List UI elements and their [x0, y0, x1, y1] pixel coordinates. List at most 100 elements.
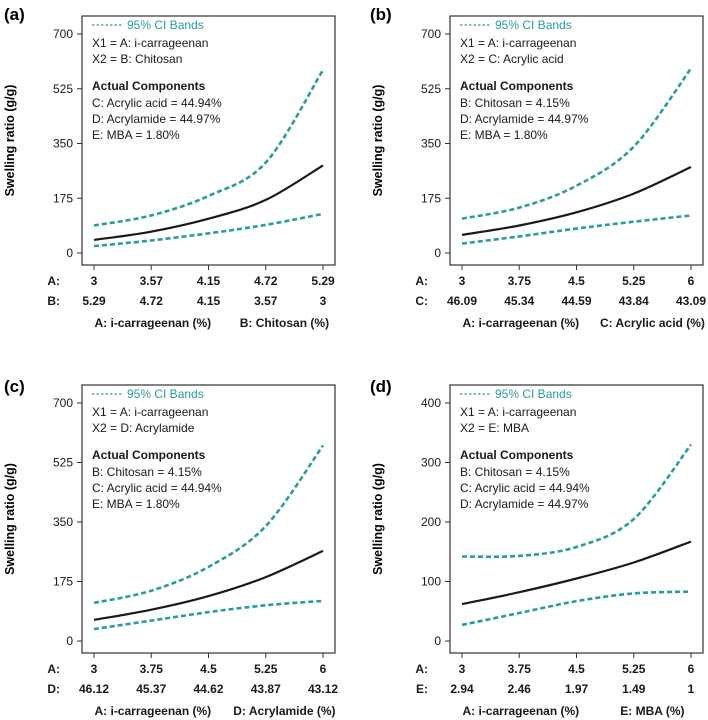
x-tick-label-bottom: 45.34	[504, 294, 534, 308]
x-tick-label-bottom: 44.62	[193, 682, 223, 696]
components-title: Actual Components	[460, 448, 574, 462]
y-axis-label: Swelling ratio (g/g)	[371, 85, 385, 197]
x-tick-label-bottom: 4.15	[197, 294, 221, 308]
series-upper-line	[461, 67, 693, 220]
legend-ci-label: 95% CI Bands	[127, 387, 204, 401]
x-tick-label-top: 3	[91, 274, 98, 288]
y-tick-label: 400	[421, 396, 441, 410]
legend-ci-label: 95% CI Bands	[495, 387, 572, 401]
x-tick-label-bottom: 44.59	[561, 294, 591, 308]
x-axis1-name: A:	[415, 662, 428, 676]
series-upper-line	[93, 69, 325, 227]
y-tick-label: 175	[421, 191, 441, 205]
x-axis-label-1: A: i-carrageenan (%)	[94, 316, 211, 330]
series-upper-line	[93, 444, 325, 605]
component-text: C: Acrylic acid = 44.94%	[460, 481, 590, 495]
x-tick-label-top: 3.57	[140, 274, 164, 288]
component-text: C: Acrylic acid = 44.94%	[92, 96, 222, 110]
y-tick-label: 350	[53, 137, 73, 151]
series-lower-line	[93, 599, 324, 631]
series-fit-line	[93, 164, 324, 241]
x-axis1-name: A:	[415, 274, 428, 288]
y-tick-label: 100	[421, 575, 441, 589]
y-axis-label: Swelling ratio (g/g)	[3, 85, 17, 197]
component-text: B: Chitosan = 4.15%	[460, 465, 570, 479]
x-axis-label-1: A: i-carrageenan (%)	[462, 704, 579, 718]
x2-factor-text: X2 = D: Acrylamide	[92, 421, 195, 435]
chart-panel-2: (b) Swelling ratio (g/g) 0 175 350 525 700 A: C:…	[370, 5, 706, 330]
x-tick-label-top: 3	[459, 662, 466, 676]
component-text: D: Acrylamide = 44.97%	[460, 112, 589, 126]
x-axis-label-2: C: Acrylic acid (%)	[600, 316, 705, 330]
x-tick-label-bottom: 4.72	[140, 294, 164, 308]
x2-factor-text: X2 = C: Acrylic acid	[460, 52, 564, 66]
x-axis-label-2: D: Acrylamide (%)	[233, 704, 335, 718]
x-axis2-name: C:	[415, 294, 428, 308]
x-axis1-name: A:	[47, 274, 60, 288]
x1-factor-text: X1 = A: i-carrageenan	[460, 405, 576, 419]
x2-factor-text: X2 = E: MBA	[460, 421, 529, 435]
x-tick-label-bottom: 2.94	[450, 682, 474, 696]
panel-label: (d)	[370, 377, 392, 396]
x-tick-label-top: 4.5	[568, 274, 585, 288]
panel-label: (a)	[4, 5, 25, 24]
x-tick-label-bottom: 3.57	[254, 294, 278, 308]
component-text: B: Chitosan = 4.15%	[460, 96, 570, 110]
y-tick-label: 300	[421, 456, 441, 470]
x1-factor-text: X1 = A: i-carrageenan	[92, 405, 208, 419]
component-text: D: Acrylamide = 44.97%	[460, 497, 589, 511]
x-tick-label-top: 3	[91, 662, 98, 676]
series-fit-line	[93, 549, 324, 621]
x-tick-label-top: 3.75	[508, 274, 532, 288]
y-tick-label: 350	[421, 137, 441, 151]
components-title: Actual Components	[92, 79, 206, 93]
series-upper-line	[461, 443, 693, 559]
x-tick-label-bottom: 1.97	[565, 682, 589, 696]
y-axis-label: Swelling ratio (g/g)	[371, 463, 385, 575]
series-lower-line	[461, 214, 692, 245]
x-tick-label-top: 3	[459, 274, 466, 288]
components-title: Actual Components	[460, 79, 574, 93]
legend-ci-label: 95% CI Bands	[495, 18, 572, 32]
x-tick-label-top: 3.75	[508, 662, 532, 676]
component-text: B: Chitosan = 4.15%	[92, 465, 202, 479]
chart-panel-3: (c) Swelling ratio (g/g) 0 175 350 525 700 A: D:…	[3, 377, 338, 718]
x-axis2-name: D:	[47, 682, 60, 696]
x-axis-label-2: B: Chitosan (%)	[240, 316, 329, 330]
y-tick-label: 350	[53, 515, 73, 529]
x1-factor-text: X1 = A: i-carrageenan	[92, 36, 208, 50]
y-tick-label: 0	[66, 246, 73, 260]
x-axis1-name: A:	[47, 662, 60, 676]
components-title: Actual Components	[92, 448, 206, 462]
component-text: C: Acrylic acid = 44.94%	[92, 481, 222, 495]
component-text: E: MBA = 1.80%	[460, 128, 548, 142]
y-tick-label: 175	[53, 575, 73, 589]
y-tick-label: 0	[434, 246, 441, 260]
y-tick-label: 200	[421, 515, 441, 529]
x-tick-label-top: 6	[320, 662, 327, 676]
x-tick-label-bottom: 1.49	[622, 682, 646, 696]
x-tick-label-bottom: 1	[688, 682, 695, 696]
component-text: D: Acrylamide = 44.97%	[92, 112, 221, 126]
x-tick-label-top: 4.5	[568, 662, 585, 676]
x-tick-label-top: 4.5	[200, 662, 217, 676]
x1-factor-text: X1 = A: i-carrageenan	[460, 36, 576, 50]
x-tick-label-bottom: 45.37	[136, 682, 166, 696]
x-tick-label-bottom: 5.29	[82, 294, 106, 308]
x-tick-label-top: 4.72	[254, 274, 278, 288]
y-tick-label: 700	[421, 27, 441, 41]
x-tick-label-bottom: 46.12	[79, 682, 109, 696]
x-tick-label-top: 6	[688, 274, 695, 288]
legend-ci-label: 95% CI Bands	[127, 18, 204, 32]
x-tick-label-bottom: 2.46	[508, 682, 532, 696]
series-lower-line	[93, 212, 324, 248]
x-tick-label-bottom: 46.09	[447, 294, 477, 308]
x-tick-label-bottom: 43.84	[619, 294, 649, 308]
y-tick-label: 0	[434, 634, 441, 648]
chart-panel-1: (a) Swelling ratio (g/g) 0 175 350 525 700 A: B:…	[3, 5, 336, 330]
component-text: E: MBA = 1.80%	[92, 128, 180, 142]
y-axis-label: Swelling ratio (g/g)	[3, 463, 17, 575]
panel-label: (b)	[370, 5, 392, 24]
chart-panel-4: (d) Swelling ratio (g/g) 0 100 200 300 400 A: E:…	[370, 377, 704, 718]
y-tick-label: 525	[53, 82, 73, 96]
